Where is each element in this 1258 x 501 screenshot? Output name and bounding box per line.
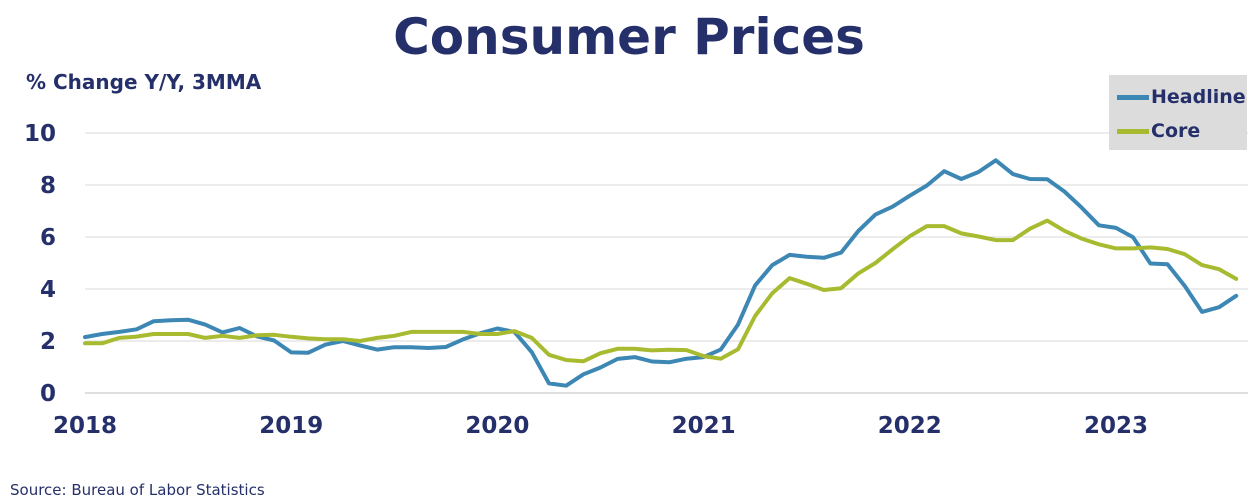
x-tick-label: 2023 bbox=[1084, 413, 1148, 439]
legend-item-core: Core bbox=[1117, 119, 1200, 143]
x-tick-label: 2018 bbox=[53, 413, 117, 439]
x-tick-label: 2021 bbox=[672, 413, 736, 439]
series-line-core bbox=[83, 218, 1239, 364]
x-tick-label: 2020 bbox=[465, 413, 529, 439]
legend-item-headline: Headline bbox=[1117, 85, 1246, 109]
y-tick-label: 8 bbox=[40, 173, 56, 199]
y-axis-label: % Change Y/Y, 3MMA bbox=[26, 70, 262, 94]
legend-swatch-headline bbox=[1117, 94, 1149, 100]
y-tick-label: 4 bbox=[40, 277, 56, 303]
x-tick-label: 2022 bbox=[878, 413, 942, 439]
source-note: Source: Bureau of Labor Statistics bbox=[10, 481, 265, 499]
y-tick-label: 0 bbox=[40, 381, 56, 407]
y-tick-label: 2 bbox=[40, 329, 56, 355]
legend: Headline Core bbox=[1109, 75, 1247, 150]
series-lines bbox=[83, 158, 1239, 388]
chart-title: Consumer Prices bbox=[393, 8, 865, 66]
legend-label-core: Core bbox=[1151, 120, 1201, 142]
y-tick-label: 10 bbox=[24, 121, 56, 147]
x-tick-labels: 2018 2019 2020 2021 2022 2023 bbox=[53, 413, 1148, 439]
x-tick-label: 2019 bbox=[259, 413, 323, 439]
legend-swatch-core bbox=[1117, 128, 1149, 134]
gridlines bbox=[85, 132, 1248, 394]
series-line-headline bbox=[83, 158, 1239, 388]
legend-label-headline: Headline bbox=[1151, 86, 1246, 108]
y-tick-label: 6 bbox=[40, 225, 56, 251]
y-tick-labels: 0 2 4 6 8 10 bbox=[24, 121, 56, 407]
